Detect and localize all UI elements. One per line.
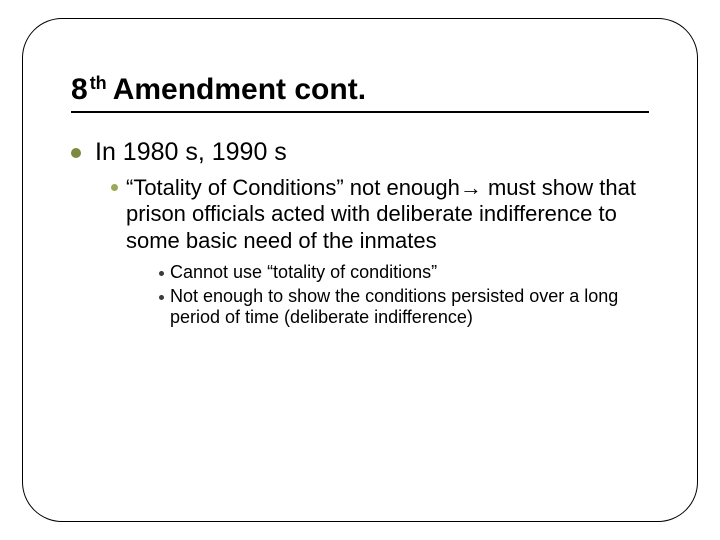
bullet-level-2: “Totality of Conditions” not enough→ mus… <box>111 175 649 254</box>
lvl2-text: “Totality of Conditions” not enough→ mus… <box>126 175 646 254</box>
disc-bullet-icon <box>159 295 164 300</box>
slide-title: 8 th Amendment cont. <box>71 73 649 113</box>
disc-bullet-icon <box>111 184 118 191</box>
bullet-level-3: Not enough to show the conditions persis… <box>159 286 649 329</box>
disc-bullet-icon <box>71 148 81 158</box>
disc-bullet-icon <box>159 271 164 276</box>
title-rest: Amendment cont. <box>113 73 366 107</box>
title-ordinal: 8 <box>71 73 88 107</box>
lvl3a-text: Cannot use “totality of conditions” <box>170 262 437 284</box>
bullet-level-1: In 1980 s, 1990 s <box>71 137 649 167</box>
title-suffix: th <box>90 73 107 94</box>
lvl1-text: In 1980 s, 1990 s <box>95 137 287 167</box>
lvl3b-text: Not enough to show the conditions persis… <box>170 286 640 329</box>
bullet-level-3: Cannot use “totality of conditions” <box>159 262 649 284</box>
slide-frame: 8 th Amendment cont. In 1980 s, 1990 s “… <box>22 18 698 522</box>
